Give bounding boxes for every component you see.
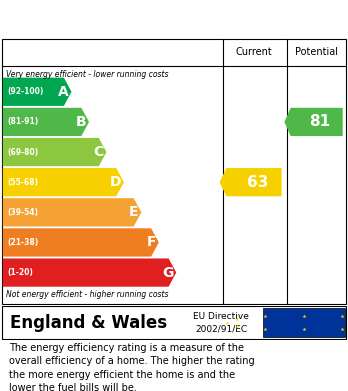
Text: (69-80): (69-80): [7, 147, 38, 156]
Polygon shape: [220, 168, 282, 196]
Text: A: A: [58, 85, 69, 99]
Polygon shape: [3, 198, 141, 226]
Polygon shape: [3, 168, 124, 196]
Text: Not energy efficient - higher running costs: Not energy efficient - higher running co…: [6, 291, 169, 300]
Text: Very energy efficient - lower running costs: Very energy efficient - lower running co…: [6, 70, 169, 79]
Text: F: F: [147, 235, 156, 249]
Text: D: D: [110, 175, 121, 189]
Text: C: C: [93, 145, 104, 159]
Polygon shape: [3, 138, 106, 166]
Text: The energy efficiency rating is a measure of the
overall efficiency of a home. T: The energy efficiency rating is a measur…: [9, 343, 254, 391]
Text: 63: 63: [247, 175, 268, 190]
Text: (81-91): (81-91): [7, 117, 38, 126]
Text: Current: Current: [236, 47, 272, 57]
Text: (92-100): (92-100): [7, 87, 44, 96]
Text: (39-54): (39-54): [7, 208, 38, 217]
Text: 81: 81: [309, 115, 330, 129]
Text: B: B: [76, 115, 86, 129]
Text: Energy Efficiency Rating: Energy Efficiency Rating: [10, 12, 232, 27]
Bar: [263, 308, 345, 337]
Polygon shape: [3, 228, 159, 256]
Text: G: G: [162, 265, 174, 280]
Text: E: E: [129, 205, 139, 219]
Polygon shape: [3, 108, 89, 136]
Polygon shape: [3, 258, 176, 287]
Polygon shape: [284, 108, 343, 136]
Polygon shape: [3, 78, 72, 106]
Text: 2002/91/EC: 2002/91/EC: [195, 324, 247, 333]
Text: (21-38): (21-38): [7, 238, 38, 247]
Text: (1-20): (1-20): [7, 268, 33, 277]
Text: England & Wales: England & Wales: [10, 314, 168, 332]
Text: EU Directive: EU Directive: [193, 312, 249, 321]
Text: (55-68): (55-68): [7, 178, 38, 187]
Text: Potential: Potential: [295, 47, 338, 57]
